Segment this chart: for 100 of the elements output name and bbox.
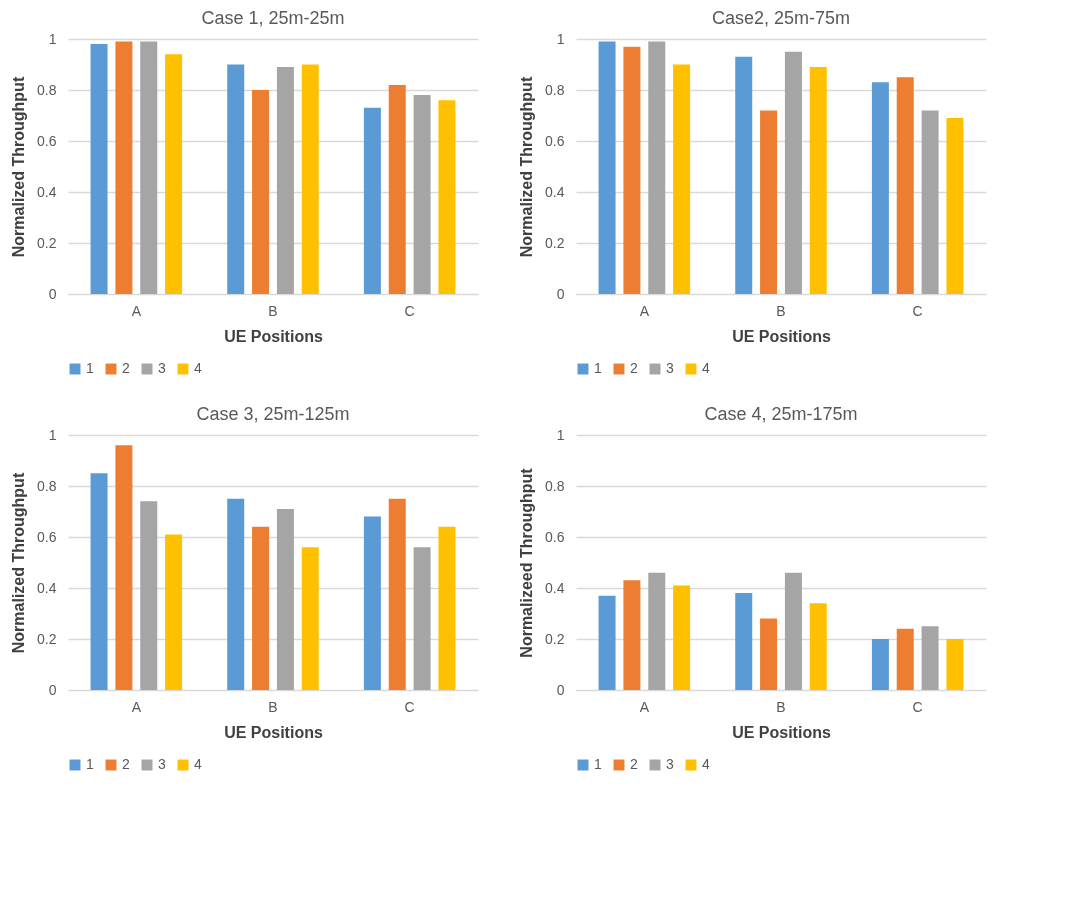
bar bbox=[227, 498, 245, 690]
y-tick-label: 1 bbox=[48, 30, 57, 47]
y-tick-label: 0.4 bbox=[37, 579, 57, 596]
bar bbox=[413, 95, 431, 294]
y-tick-label: 0.8 bbox=[545, 477, 565, 494]
bar bbox=[388, 84, 406, 294]
bar bbox=[784, 51, 802, 294]
legend-label: 2 bbox=[122, 360, 130, 376]
x-axis-title: UE Positions bbox=[732, 327, 831, 345]
bar bbox=[165, 54, 183, 294]
legend-label: 3 bbox=[666, 756, 674, 772]
bar bbox=[363, 107, 381, 294]
bar bbox=[946, 118, 964, 294]
y-tick-label: 0.6 bbox=[545, 132, 565, 149]
legend-label: 4 bbox=[194, 756, 202, 772]
bar bbox=[165, 534, 183, 690]
y-tick-label: 0.4 bbox=[545, 183, 565, 200]
bar bbox=[760, 618, 778, 690]
bar bbox=[363, 516, 381, 690]
x-axis-title: UE Positions bbox=[224, 327, 323, 345]
bar bbox=[735, 56, 753, 294]
legend-label: 1 bbox=[86, 360, 94, 376]
legend-label: 2 bbox=[630, 360, 638, 376]
y-tick-label: 0.6 bbox=[37, 132, 57, 149]
bar bbox=[735, 593, 753, 690]
bar bbox=[598, 41, 616, 294]
bar bbox=[301, 547, 319, 690]
bar bbox=[648, 41, 666, 294]
bar bbox=[673, 585, 691, 690]
legend-label: 1 bbox=[594, 360, 602, 376]
y-tick-label: 0 bbox=[556, 681, 565, 698]
y-tick-label: 0 bbox=[48, 681, 57, 698]
legend-label: 4 bbox=[702, 360, 710, 376]
bar bbox=[784, 572, 802, 690]
legend-label: 1 bbox=[86, 756, 94, 772]
bar bbox=[760, 110, 778, 294]
x-axis-title: UE Positions bbox=[224, 723, 323, 741]
y-tick-label: 0.2 bbox=[545, 234, 565, 251]
y-tick-label: 0 bbox=[48, 285, 57, 302]
x-tick-label: C bbox=[404, 698, 415, 715]
x-tick-label: B bbox=[776, 698, 786, 715]
bar bbox=[623, 46, 641, 294]
y-tick-label: 1 bbox=[48, 426, 57, 443]
y-axis-title: Normalized Throughput bbox=[10, 472, 28, 654]
y-tick-label: 0.4 bbox=[37, 183, 57, 200]
chart-title: Case 3, 25m-125m bbox=[196, 404, 350, 424]
y-tick-label: 0 bbox=[556, 285, 565, 302]
bar bbox=[896, 628, 914, 690]
y-axis-title: Normalizeed Throughput bbox=[518, 467, 536, 658]
bar bbox=[140, 41, 158, 294]
y-tick-label: 0.6 bbox=[545, 528, 565, 545]
y-axis-title: Normalized Throughput bbox=[10, 76, 28, 258]
y-tick-label: 0.2 bbox=[37, 630, 57, 647]
bar bbox=[871, 82, 889, 294]
y-axis-title: Normalized Throughput bbox=[518, 76, 536, 258]
bar bbox=[871, 639, 889, 690]
bar bbox=[115, 445, 133, 690]
x-tick-label: B bbox=[776, 302, 786, 319]
y-tick-label: 0.8 bbox=[37, 81, 57, 98]
legend-label: 3 bbox=[158, 756, 166, 772]
legend-label: 3 bbox=[666, 360, 674, 376]
x-tick-label: A bbox=[639, 302, 650, 319]
bar bbox=[140, 501, 158, 690]
x-tick-label: A bbox=[131, 698, 142, 715]
x-tick-label: A bbox=[131, 302, 142, 319]
bar bbox=[809, 603, 827, 690]
y-tick-label: 0.4 bbox=[545, 579, 565, 596]
legend-label: 4 bbox=[194, 360, 202, 376]
bar bbox=[673, 64, 691, 294]
chart-title: Case 4, 25m-175m bbox=[704, 404, 858, 424]
chart-title: Case 1, 25m-25m bbox=[201, 8, 345, 28]
x-tick-label: A bbox=[639, 698, 650, 715]
x-tick-label: B bbox=[268, 698, 278, 715]
y-tick-label: 1 bbox=[556, 30, 565, 47]
legend-label: 2 bbox=[122, 756, 130, 772]
chart-title: Case2, 25m-75m bbox=[711, 8, 851, 28]
bar bbox=[276, 67, 294, 294]
y-tick-label: 0.2 bbox=[37, 234, 57, 251]
bar bbox=[623, 580, 641, 690]
legend-label: 4 bbox=[702, 756, 710, 772]
bar bbox=[598, 595, 616, 690]
bar bbox=[252, 90, 270, 294]
bar bbox=[896, 77, 914, 294]
bar bbox=[438, 100, 456, 294]
legend-label: 1 bbox=[594, 756, 602, 772]
y-tick-label: 0.8 bbox=[545, 81, 565, 98]
bar bbox=[388, 498, 406, 690]
bar bbox=[648, 572, 666, 690]
legend-label: 2 bbox=[630, 756, 638, 772]
bar bbox=[276, 508, 294, 690]
bar bbox=[438, 526, 456, 690]
x-tick-label: B bbox=[268, 302, 278, 319]
x-tick-label: C bbox=[912, 302, 923, 319]
bar bbox=[413, 547, 431, 690]
x-axis-title: UE Positions bbox=[732, 723, 831, 741]
y-tick-label: 1 bbox=[556, 426, 565, 443]
y-tick-label: 0.6 bbox=[37, 528, 57, 545]
x-tick-label: C bbox=[912, 698, 923, 715]
bar bbox=[921, 626, 939, 690]
bar bbox=[946, 639, 964, 690]
